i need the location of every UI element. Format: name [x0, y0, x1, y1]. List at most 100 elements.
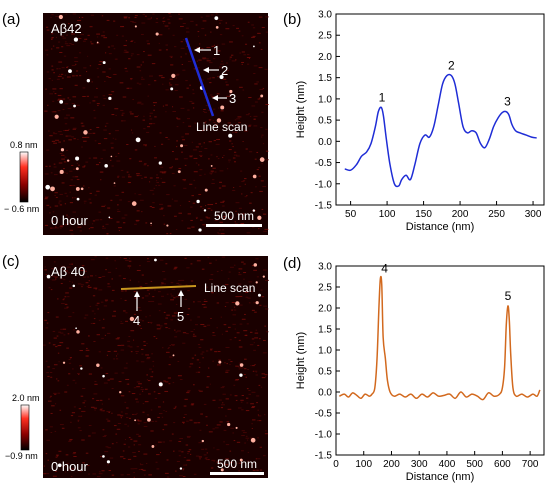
- afm-texture-speck: [228, 159, 231, 161]
- afm-texture-speck: [153, 289, 156, 291]
- afm-texture-speck: [193, 333, 195, 335]
- afm-texture-speck: [128, 267, 130, 269]
- afm-texture-speck: [94, 313, 96, 315]
- afm-texture-speck: [232, 432, 235, 434]
- x-tick-label: 300: [525, 209, 542, 220]
- afm-texture-speck: [255, 258, 259, 260]
- afm-texture-speck: [159, 132, 162, 134]
- afm-texture-speck: [169, 15, 172, 17]
- afm-texture-speck: [228, 218, 232, 220]
- afm-texture-speck: [147, 84, 151, 86]
- afm-texture-speck: [121, 372, 125, 374]
- y-tick-label: 0.5: [318, 116, 332, 127]
- afm-texture-speck: [235, 399, 238, 401]
- afm-particle: [83, 130, 88, 135]
- afm-texture-speck: [142, 411, 145, 413]
- afm-texture-speck: [92, 132, 96, 134]
- afm-texture-speck: [139, 286, 143, 288]
- afm-texture-speck: [83, 224, 87, 226]
- afm-texture-speck: [253, 115, 258, 117]
- afm-texture-speck: [228, 359, 231, 361]
- afm-particle: [60, 148, 65, 152]
- afm-particle: [252, 209, 256, 212]
- afm-texture-speck: [106, 354, 109, 356]
- afm-texture-speck: [192, 93, 195, 95]
- afm-texture-speck: [253, 65, 258, 67]
- afm-texture-speck: [44, 269, 47, 271]
- afm-texture-speck: [113, 425, 117, 427]
- afm-texture-speck: [219, 421, 223, 423]
- afm-texture-speck: [138, 281, 140, 283]
- afm-texture-speck: [152, 202, 155, 204]
- afm-texture-speck: [120, 26, 124, 28]
- afm-texture-speck: [150, 225, 152, 227]
- afm-texture-speck: [197, 301, 202, 303]
- afm-texture-speck: [55, 139, 59, 141]
- afm-texture-speck: [141, 390, 144, 392]
- afm-texture-speck: [171, 315, 176, 317]
- afm-texture-speck: [241, 35, 244, 37]
- afm-texture-speck: [55, 196, 58, 198]
- afm-texture-speck: [73, 127, 77, 129]
- afm-texture-speck: [138, 194, 142, 196]
- afm-texture-speck: [108, 76, 112, 78]
- afm-texture-speck: [68, 373, 71, 375]
- afm-texture-speck: [94, 409, 96, 411]
- afm-texture-speck: [213, 44, 215, 46]
- afm-texture-speck: [58, 162, 63, 164]
- afm-texture-speck: [187, 60, 192, 62]
- afm-texture-speck: [186, 313, 190, 315]
- afm-particle: [171, 73, 176, 79]
- afm-texture-speck: [246, 402, 249, 404]
- afm-texture-speck: [66, 66, 69, 68]
- afm-texture-speck: [245, 376, 247, 378]
- afm-texture-speck: [243, 330, 248, 332]
- afm-texture-speck: [205, 15, 210, 17]
- afm-texture-speck: [61, 265, 65, 267]
- afm-texture-speck: [212, 167, 216, 169]
- afm-texture-speck: [52, 392, 57, 394]
- afm-texture-speck: [146, 131, 150, 133]
- afm-texture-speck: [199, 206, 203, 208]
- afm-texture-speck: [183, 422, 185, 424]
- afm-texture-speck: [91, 81, 93, 83]
- afm-texture-speck: [111, 443, 114, 445]
- afm-texture-speck: [118, 381, 122, 383]
- afm-texture-speck: [44, 266, 46, 268]
- y-tick-label: 1.0: [318, 346, 332, 357]
- afm-texture-speck: [51, 111, 54, 113]
- afm-texture-speck: [174, 329, 176, 331]
- afm-texture-speck: [236, 79, 239, 81]
- afm-texture-speck: [83, 185, 85, 187]
- afm-texture-speck: [208, 141, 212, 143]
- afm-particle: [214, 16, 219, 21]
- afm-texture-speck: [229, 363, 231, 365]
- afm-texture-speck: [125, 378, 130, 380]
- afm-texture-speck: [215, 13, 218, 15]
- afm-texture-speck: [119, 82, 124, 84]
- afm-texture-speck: [96, 36, 99, 38]
- afm-texture-speck: [88, 373, 93, 375]
- afm-texture-speck: [184, 257, 187, 259]
- afm-texture-speck: [119, 257, 122, 259]
- afm-texture-speck: [156, 177, 160, 179]
- afm-texture-speck: [88, 187, 90, 189]
- afm-texture-speck: [128, 436, 131, 438]
- afm-particle: [203, 209, 207, 212]
- afm-texture-speck: [50, 412, 53, 414]
- afm-texture-speck: [99, 399, 103, 401]
- afm-texture-speck: [174, 200, 178, 202]
- afm-particle: [113, 182, 116, 184]
- afm-texture-speck: [52, 45, 55, 47]
- afm-texture-speck: [143, 425, 148, 427]
- y-tick-label: 3.0: [318, 262, 332, 273]
- afm-texture-speck: [128, 182, 131, 184]
- afm-texture-speck: [61, 77, 64, 79]
- afm-texture-speck: [214, 427, 219, 429]
- afm-texture-speck: [68, 128, 70, 130]
- afm-texture-speck: [123, 45, 127, 47]
- afm-texture-speck: [117, 211, 121, 213]
- afm-texture-speck: [168, 22, 171, 24]
- afm-texture-speck: [186, 435, 191, 437]
- afm-texture-speck: [51, 48, 53, 50]
